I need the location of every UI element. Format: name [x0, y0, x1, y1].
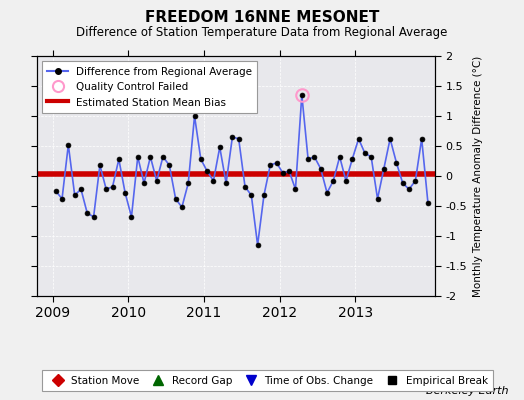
Legend: Difference from Regional Average, Quality Control Failed, Estimated Station Mean: Difference from Regional Average, Qualit…	[42, 61, 257, 113]
Text: Berkeley Earth: Berkeley Earth	[426, 386, 508, 396]
Text: FREEDOM 16NNE MESONET: FREEDOM 16NNE MESONET	[145, 10, 379, 25]
Legend: Station Move, Record Gap, Time of Obs. Change, Empirical Break: Station Move, Record Gap, Time of Obs. C…	[42, 370, 493, 391]
Text: Difference of Station Temperature Data from Regional Average: Difference of Station Temperature Data f…	[77, 26, 447, 39]
Y-axis label: Monthly Temperature Anomaly Difference (°C): Monthly Temperature Anomaly Difference (…	[473, 55, 483, 297]
